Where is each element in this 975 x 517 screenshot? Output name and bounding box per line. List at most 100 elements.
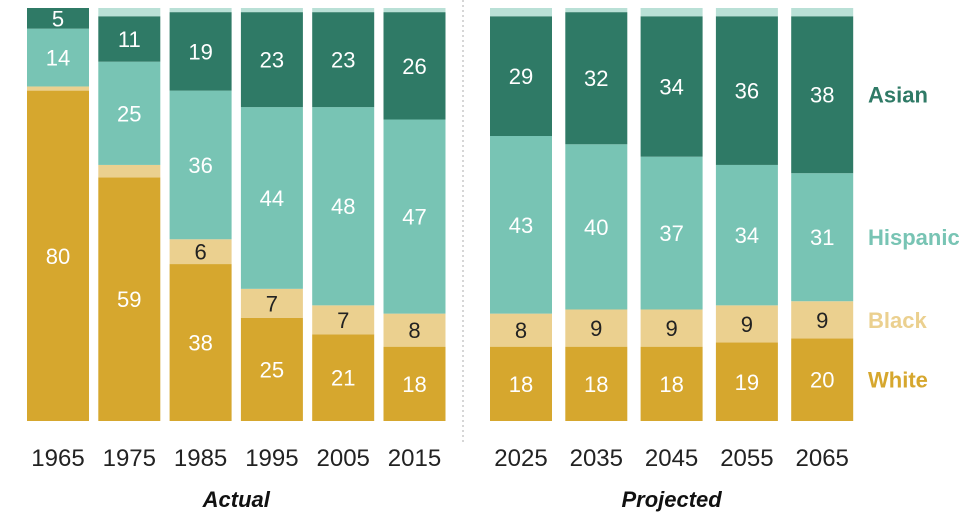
data-label-2005-asian: 23 bbox=[331, 48, 355, 73]
bar-2015-white bbox=[383, 346, 446, 421]
data-label-1975-asian: 11 bbox=[118, 27, 141, 52]
data-label-2015-black: 8 bbox=[408, 318, 420, 343]
data-label-2045-asian: 34 bbox=[659, 74, 683, 99]
bar-2065-top-band bbox=[791, 8, 854, 17]
data-label-1995-asian: 23 bbox=[260, 48, 284, 73]
bar-2025-black bbox=[490, 313, 552, 347]
data-label-2015-white: 18 bbox=[402, 372, 426, 397]
data-label-2065-white: 20 bbox=[810, 368, 834, 393]
data-label-2025-asian: 29 bbox=[509, 64, 533, 89]
bar-1985-top-band bbox=[169, 8, 232, 13]
bar-2045-top-band bbox=[640, 8, 703, 17]
data-label-2025-hispanic: 43 bbox=[509, 213, 533, 238]
data-label-2035-black: 9 bbox=[590, 316, 602, 341]
x-tick-2025: 2025 bbox=[494, 445, 547, 472]
legend-asian: Asian bbox=[868, 83, 928, 108]
x-tick-1965: 1965 bbox=[31, 445, 84, 472]
data-label-2055-asian: 36 bbox=[735, 79, 759, 104]
bar-1985-asian bbox=[169, 12, 232, 91]
bar-2005-asian bbox=[312, 12, 375, 108]
data-label-1995-white: 25 bbox=[260, 357, 284, 382]
bar-2015-top-band bbox=[383, 8, 446, 13]
x-tick-1975: 1975 bbox=[103, 445, 156, 472]
bar-2035-asian bbox=[565, 12, 628, 145]
bar-1975-hispanic bbox=[98, 61, 161, 165]
data-label-1985-black: 6 bbox=[194, 240, 206, 265]
legend-black: Black bbox=[868, 308, 927, 333]
data-label-2045-white: 18 bbox=[659, 372, 683, 397]
bar-1965-white bbox=[27, 90, 89, 421]
bar-2055-hispanic bbox=[715, 164, 778, 306]
data-label-2035-asian: 32 bbox=[584, 66, 608, 91]
data-label-1985-hispanic: 36 bbox=[188, 153, 212, 178]
x-tick-labels: 1965 1975 1985 1995 2005 2015 2025 2035 2045 2055… bbox=[31, 445, 849, 472]
data-label-1965-white: 80 bbox=[46, 244, 70, 269]
group-label-projected: Projected bbox=[621, 487, 722, 512]
data-label-2035-white: 18 bbox=[584, 372, 608, 397]
bar-1975-top-band bbox=[98, 8, 161, 17]
bar-1975-white bbox=[98, 177, 161, 421]
bar-1965-black bbox=[27, 86, 89, 91]
bar-1995-black bbox=[240, 288, 303, 318]
segment-labels-layer: 80 14 5 59 25 11 38 6 36 19 25 7 44 23 21 7 48 23 18 8 47 26 1… bbox=[46, 6, 835, 397]
bar-2065-black bbox=[791, 301, 854, 339]
data-label-2035-hispanic: 40 bbox=[584, 215, 608, 240]
x-tick-1995: 1995 bbox=[245, 445, 298, 472]
data-label-2055-black: 9 bbox=[741, 312, 753, 337]
bar-2035-white bbox=[565, 346, 628, 421]
data-label-2045-hispanic: 37 bbox=[659, 221, 683, 246]
bar-1965-asian bbox=[27, 8, 89, 29]
bar-2035-top-band bbox=[565, 8, 628, 13]
data-label-2055-hispanic: 34 bbox=[735, 223, 759, 248]
bar-2045-white bbox=[640, 346, 703, 421]
bar-1985-black bbox=[169, 239, 232, 265]
bar-1995-top-band bbox=[240, 8, 303, 13]
data-label-1985-asian: 19 bbox=[188, 39, 212, 64]
data-label-2065-asian: 38 bbox=[810, 83, 834, 108]
data-label-2005-white: 21 bbox=[331, 366, 355, 391]
group-labels: Actual Projected bbox=[202, 487, 723, 512]
x-tick-2015: 2015 bbox=[388, 445, 441, 472]
bar-2005-top-band bbox=[312, 8, 375, 13]
bar-2055-top-band bbox=[715, 8, 778, 17]
data-label-2015-hispanic: 47 bbox=[402, 205, 426, 230]
x-tick-2035: 2035 bbox=[570, 445, 623, 472]
x-tick-2055: 2055 bbox=[720, 445, 773, 472]
bar-2055-white bbox=[715, 342, 778, 421]
bar-1965-hispanic bbox=[27, 28, 89, 87]
bar-2005-black bbox=[312, 305, 375, 335]
bar-2035-black bbox=[565, 309, 628, 347]
data-label-1995-hispanic: 44 bbox=[260, 186, 284, 211]
bar-2065-hispanic bbox=[791, 173, 854, 302]
data-label-1985-white: 38 bbox=[188, 331, 212, 356]
data-label-2015-asian: 26 bbox=[402, 54, 426, 79]
x-tick-2045: 2045 bbox=[645, 445, 698, 472]
x-tick-1985: 1985 bbox=[174, 445, 227, 472]
bar-1995-asian bbox=[240, 12, 303, 108]
bar-1975-asian bbox=[98, 16, 161, 62]
data-label-2005-hispanic: 48 bbox=[331, 194, 355, 219]
bars-layer bbox=[27, 8, 854, 421]
bar-2045-asian bbox=[640, 16, 703, 157]
data-label-2005-black: 7 bbox=[337, 308, 349, 333]
bar-2015-hispanic bbox=[383, 119, 446, 314]
bar-1995-white bbox=[240, 317, 303, 421]
legend: Asian Hispanic Black White bbox=[868, 83, 960, 393]
bar-2055-black bbox=[715, 305, 778, 343]
bar-2065-white bbox=[791, 338, 854, 421]
data-label-1965-hispanic: 14 bbox=[46, 46, 70, 71]
bar-2025-top-band bbox=[490, 8, 552, 17]
bar-2045-hispanic bbox=[640, 156, 703, 310]
data-label-2045-black: 9 bbox=[665, 316, 677, 341]
legend-hispanic: Hispanic bbox=[868, 225, 960, 250]
data-label-2065-hispanic: 31 bbox=[810, 225, 834, 250]
bar-1985-white bbox=[169, 264, 232, 421]
data-label-2025-white: 18 bbox=[509, 372, 533, 397]
x-tick-2005: 2005 bbox=[317, 445, 370, 472]
bar-1995-hispanic bbox=[240, 107, 303, 289]
data-label-2065-black: 9 bbox=[816, 308, 828, 333]
data-label-2055-white: 19 bbox=[735, 370, 759, 395]
bar-2025-asian bbox=[490, 16, 552, 137]
bar-2005-white bbox=[312, 334, 375, 421]
